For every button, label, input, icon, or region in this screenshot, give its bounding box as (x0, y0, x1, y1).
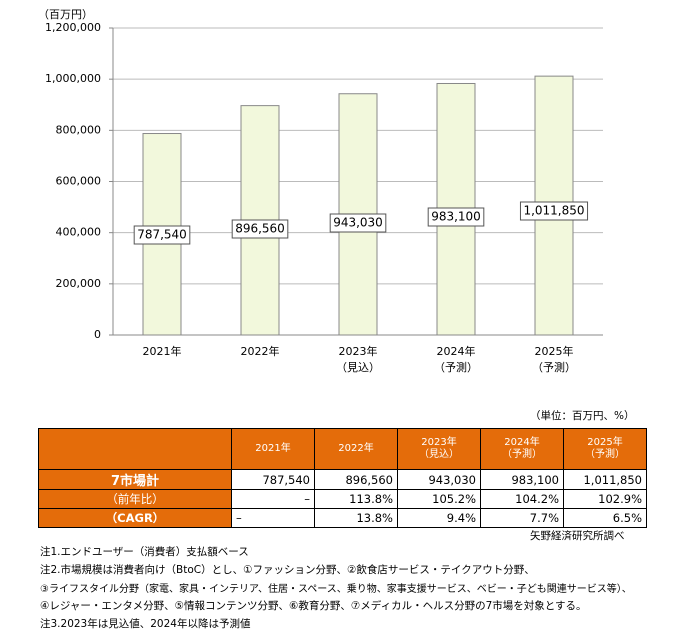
header-text: 2024年 (504, 437, 540, 448)
cell: 943,030 (397, 469, 481, 490)
header-cell: 2023年 （見込） (397, 428, 481, 470)
cell: 104.2% (480, 489, 564, 509)
corner-cell (38, 428, 232, 470)
cell: 983,100 (480, 469, 564, 490)
x-tick-label: 2022年 (241, 344, 280, 358)
cell: 6.5% (563, 508, 647, 528)
y-tick-label: 0 (94, 328, 101, 341)
cell: 113.8% (314, 489, 398, 509)
header-text: 2021年 (255, 443, 291, 454)
header-text: （見込） (419, 449, 459, 460)
value-label-box (133, 225, 191, 245)
header-text: 2022年 (338, 443, 374, 454)
value-label: 943,030 (333, 216, 383, 230)
y-tick-label: 1,000,000 (45, 72, 101, 85)
y-tick-label: 600,000 (56, 175, 102, 188)
table-unit: （単位：百万円、%） (530, 410, 635, 422)
header-cell: 2025年 （予測） (563, 428, 647, 470)
header-cell: 2024年 （予測） (480, 428, 564, 470)
chart: （百万円） 0 200,000 400,000 600,000 800,000 1,000… (38, 8, 603, 374)
cell: 9.4% (397, 508, 481, 528)
data-table: 2021年 2022年 2023年 （見込） 2024年 （予測） 2025年 （予測… (38, 428, 647, 528)
y-unit: （百万円） (38, 8, 93, 21)
cell: 7.7% (480, 508, 564, 528)
cell: 105.2% (397, 489, 481, 509)
value-label-box (427, 207, 485, 227)
header-cell: 2021年 (231, 428, 315, 470)
value-label: 787,540 (137, 228, 187, 242)
value-label: 896,560 (235, 222, 285, 236)
value-label-box (519, 201, 589, 221)
header-text: 2025年 (587, 437, 623, 448)
header-text: （予測） (585, 449, 625, 460)
y-tick-label: 1,200,000 (45, 21, 101, 34)
x-tick-label: 2023年 (339, 344, 378, 358)
header-text: 2023年 (421, 437, 457, 448)
x-tick-label: 2021年 (143, 344, 182, 358)
note: ③ライフスタイル分野（家電、家具・インテリア、住居・スペース、乗り物、家事支援サ… (40, 584, 632, 595)
cell: 13.8% (314, 508, 398, 528)
cell: – (231, 508, 315, 528)
x-tick-note: （予測） (434, 360, 478, 374)
x-tick-label: 2024年 (437, 344, 476, 358)
cell: 1,011,850 (563, 469, 647, 490)
note: 注2.市場規模は消費者向け（BtoC）とし、①ファッション分野、②飲食店サービス… (40, 564, 535, 576)
value-label-box (231, 219, 289, 239)
row-label: 7市場計 (38, 469, 232, 490)
y-tick-label: 800,000 (56, 123, 102, 136)
x-tick-note: （予測） (532, 360, 576, 374)
value-label: 1,011,850 (523, 204, 584, 218)
cell: 787,540 (231, 469, 315, 490)
cell: 896,560 (314, 469, 398, 490)
header-cell: 2022年 (314, 428, 398, 470)
y-tick-label: 200,000 (56, 277, 102, 290)
header-text: （予測） (502, 449, 542, 460)
source: 矢野経済研究所調べ (530, 530, 625, 542)
cell: – (231, 489, 315, 509)
x-tick-note: （見込） (336, 361, 380, 374)
row-label: （CAGR） (38, 508, 232, 528)
note: ④レジャー・エンタメ分野、⑤情報コンテンツ分野、⑥教育分野、⑦メディカル・ヘルス… (40, 600, 587, 612)
row-label: （前年比） (38, 489, 232, 509)
note: 注3.2023年は見込値、2024年以降は予測値 (40, 618, 251, 630)
note: 注1.エンドユーザー（消費者）支払額ベース (40, 546, 249, 558)
x-tick-label: 2025年 (535, 344, 574, 358)
value-label-box (329, 213, 387, 233)
y-tick-label: 400,000 (56, 226, 102, 239)
cell: 102.9% (563, 489, 647, 509)
value-label: 983,100 (431, 210, 481, 224)
